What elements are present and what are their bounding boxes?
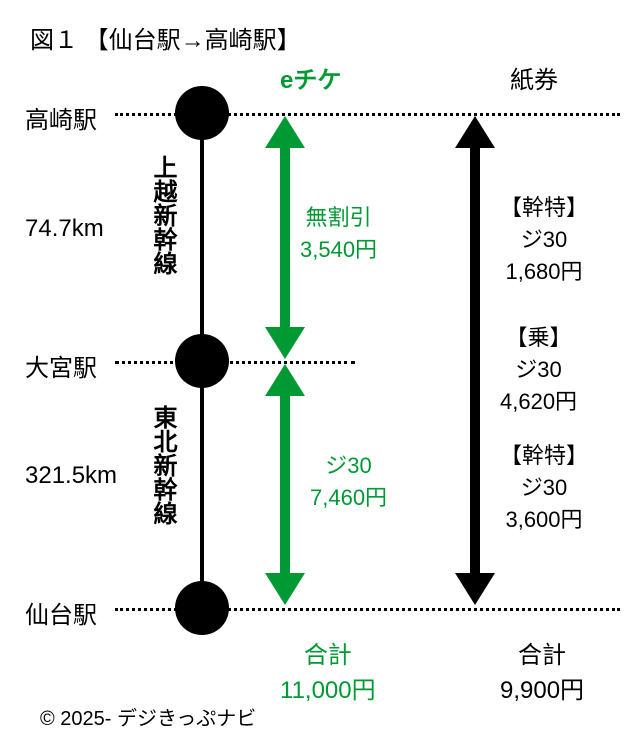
- paper-total: 合計 9,900円: [500, 635, 584, 705]
- station-label: 高崎駅: [25, 100, 97, 135]
- station-label: 大宮駅: [25, 348, 97, 383]
- station-node: [175, 86, 229, 140]
- paper-price-block: 【乗】 ジ30 4,620円: [500, 320, 577, 416]
- text-line: 【幹特】: [500, 438, 588, 470]
- distance-label: 321.5km: [25, 462, 117, 490]
- text-line: 無割引: [300, 200, 377, 232]
- text-line: 3,600円: [500, 502, 588, 534]
- arrow-head-down-icon: [455, 573, 495, 605]
- eticket-arrow: [280, 393, 290, 576]
- text-line: 3,540円: [300, 232, 377, 264]
- arrow-head-up-icon: [265, 364, 305, 396]
- text-line: ジ30: [310, 448, 387, 480]
- eticket-header: eチケ: [280, 60, 341, 95]
- station-dotted-line: [115, 361, 355, 364]
- shinkansen-line-name: 東北新幹線: [145, 405, 180, 525]
- text-line: 11,000円: [280, 670, 376, 705]
- arrow-head-up-icon: [455, 116, 495, 148]
- copyright-text: © 2025- デジきっぷナビ: [40, 702, 256, 731]
- text-line: 【乗】: [500, 320, 577, 352]
- text-line: 1,680円: [500, 254, 588, 286]
- shinkansen-line-name: 上越新幹線: [145, 155, 180, 275]
- station-label: 仙台駅: [25, 595, 97, 630]
- paper-header: 紙券: [510, 60, 558, 95]
- distance-label: 74.7km: [25, 215, 104, 243]
- text-line: 4,620円: [500, 384, 577, 416]
- paper-arrow: [470, 145, 480, 576]
- figure-title: 図１ 【仙台駅→高崎駅】: [30, 20, 301, 55]
- station-node: [175, 334, 229, 388]
- text-line: ジ30: [500, 470, 588, 502]
- arrow-head-up-icon: [265, 116, 305, 148]
- arrow-head-down-icon: [265, 573, 305, 605]
- paper-price-block: 【幹特】 ジ30 1,680円: [500, 190, 588, 286]
- eticket-segment-price: 無割引 3,540円: [300, 200, 377, 264]
- text-line: 7,460円: [310, 480, 387, 512]
- eticket-total: 合計 11,000円: [280, 635, 376, 705]
- text-line: ジ30: [500, 222, 588, 254]
- text-line: 9,900円: [500, 670, 584, 705]
- station-node: [175, 581, 229, 635]
- text-line: 【幹特】: [500, 190, 588, 222]
- arrow-head-down-icon: [265, 327, 305, 359]
- text-line: ジ30: [500, 352, 577, 384]
- text-line: 合計: [280, 635, 376, 670]
- eticket-segment-price: ジ30 7,460円: [310, 448, 387, 512]
- paper-price-block: 【幹特】 ジ30 3,600円: [500, 438, 588, 534]
- text-line: 合計: [500, 635, 584, 670]
- eticket-arrow: [280, 145, 290, 330]
